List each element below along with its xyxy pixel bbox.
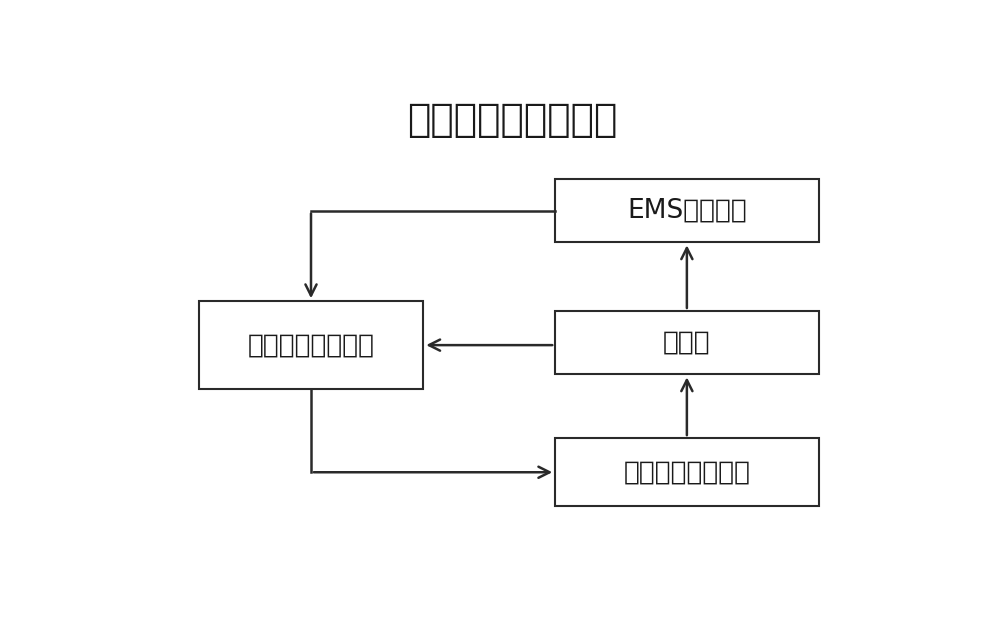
Text: 肌电信号检测电路: 肌电信号检测电路 [623, 459, 750, 485]
Bar [199, 301, 423, 389]
Text: 电子面膜的控制装置: 电子面膜的控制装置 [407, 101, 618, 139]
Bar [555, 179, 819, 243]
Bar [555, 311, 819, 375]
Bar [555, 438, 819, 507]
Text: EMS控制电路: EMS控制电路 [627, 197, 747, 224]
Text: 控制器: 控制器 [663, 330, 711, 356]
Text: 分区电极切换电路: 分区电极切换电路 [248, 332, 374, 358]
